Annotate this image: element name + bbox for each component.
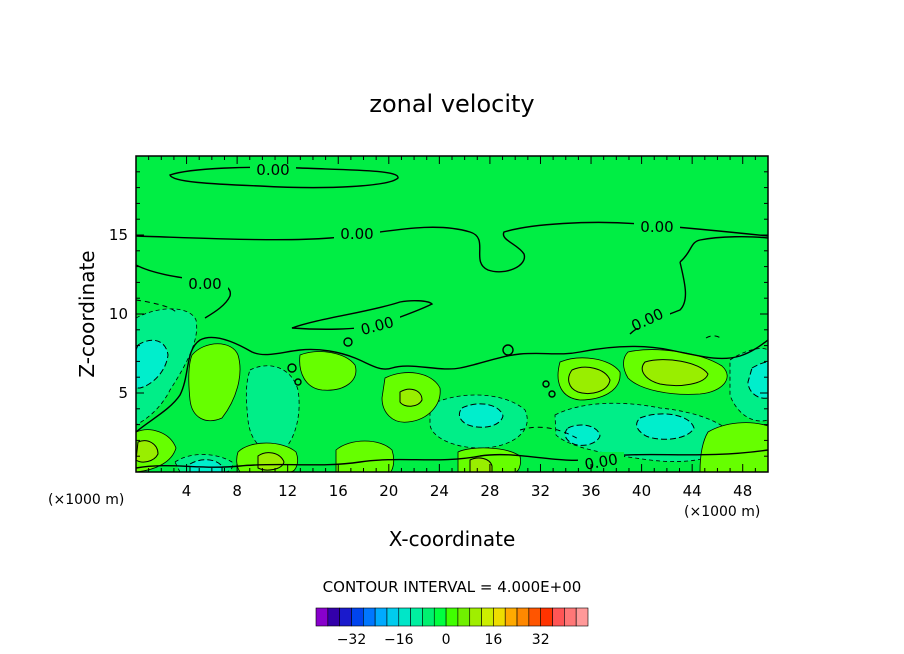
x-tick-label: 48 [733, 482, 752, 500]
core-pos-6 [469, 457, 493, 472]
colorbar-tick-label: 16 [484, 632, 502, 648]
colorbar-swatch [339, 607, 352, 627]
x-tick-label: 12 [278, 482, 297, 500]
colorbar-swatch [363, 607, 376, 627]
colorbar-swatch [327, 607, 340, 627]
core-neg-bottom [189, 459, 223, 472]
contour-islet-3 [502, 344, 514, 356]
x-tick-label: 40 [632, 482, 651, 500]
x-tick-label: 20 [379, 482, 398, 500]
core-neg-left [136, 339, 169, 389]
colorbar-tick-label: 32 [532, 632, 550, 648]
core-neg-right [636, 413, 695, 440]
colorbar-tick-label: −16 [384, 632, 414, 648]
region-pos-1 [188, 343, 241, 422]
neg-contour-1 [136, 299, 177, 313]
x-tick-label: 28 [480, 482, 499, 500]
contour-islet-4 [542, 380, 550, 388]
x-tick-label: 24 [430, 482, 449, 500]
y-axis: 5 10 15 [109, 171, 768, 457]
x-tick-label: 44 [683, 482, 702, 500]
colorbar-swatch [469, 607, 482, 627]
y-tick-label: 5 [118, 384, 128, 402]
x-axis-label: X-coordinate [389, 527, 516, 551]
plot-area: 0.00 0.00 0.00 0.00 0.00 0.00 0.00 [136, 156, 768, 474]
y-tick-label: 15 [109, 226, 128, 244]
x-axis: 4 8 12 16 20 24 28 32 36 40 44 48 [148, 156, 756, 500]
contour-wave [136, 336, 768, 433]
colorbar-swatch [445, 607, 459, 627]
colorbar-swatch [504, 607, 518, 627]
colorbar-tick-label: 0 [442, 632, 451, 648]
colorbar-swatch [315, 607, 329, 627]
core-pos-1 [568, 366, 611, 394]
colorbar-swatch [481, 607, 494, 627]
core-pos-2 [641, 359, 709, 387]
y-tick-label: 10 [109, 305, 128, 323]
core-neg-mid [458, 403, 504, 428]
colorbar-swatch [493, 607, 506, 627]
colorbar-swatch [457, 607, 471, 627]
contour-top [169, 166, 399, 189]
colorbar-swatch [540, 607, 553, 627]
contour-interval-text: CONTOUR INTERVAL = 4.000E+00 [323, 578, 582, 596]
contour-islet-5 [548, 390, 556, 398]
core-pos-5 [136, 440, 159, 463]
neg-contour-3 [705, 335, 723, 341]
contour-label-1: 0.00 [256, 161, 289, 179]
contour-bottom [136, 449, 768, 469]
colorbar-swatch [528, 607, 541, 627]
colorbar-swatch [386, 607, 400, 627]
contour-filament [291, 299, 434, 330]
x-unit-label-left: (×1000 m) [48, 492, 124, 508]
core-pos-3 [399, 388, 423, 407]
negative-cores [136, 339, 768, 472]
colorbar-swatch [410, 607, 423, 627]
colorbar-ticks: −32 −16 0 16 32 [337, 632, 550, 648]
contour-labels: 0.00 0.00 0.00 0.00 0.00 0.00 0.00 [182, 160, 680, 474]
colorbar-swatch [575, 607, 589, 627]
colorbar-swatch [433, 607, 447, 627]
colorbar-swatch [422, 607, 435, 627]
contour-islet-6 [343, 337, 353, 347]
contour-label-2: 0.00 [340, 225, 373, 243]
contour-islet-2 [294, 378, 302, 386]
colorbar-swatch [374, 607, 388, 627]
core-neg-far-right [747, 361, 768, 399]
colorbar-tick-label: −32 [337, 632, 367, 648]
x-tick-label: 16 [329, 482, 348, 500]
region-pos-bottom-4 [699, 422, 768, 472]
x-tick-label: 36 [581, 482, 600, 500]
chart-title: zonal velocity [369, 90, 534, 118]
region-pos-bottom-2 [335, 440, 395, 472]
contour-label-3: 0.00 [640, 218, 673, 236]
contour-label-4: 0.00 [188, 275, 221, 293]
region-pos-2 [299, 351, 357, 391]
x-tick-label: 32 [531, 482, 550, 500]
colorbar-swatch [398, 607, 411, 627]
x-tick-label: 4 [182, 482, 192, 500]
colorbar-swatch [552, 607, 565, 627]
contour-label-7: 0.00 [583, 450, 619, 474]
colorbar-swatch [516, 607, 530, 627]
positive-cores [136, 359, 709, 472]
colorbar-swatch [351, 607, 364, 627]
core-pos-4 [257, 452, 285, 471]
core-neg-low [564, 424, 601, 446]
neg-contour-2 [519, 426, 581, 441]
negative-contours [136, 299, 723, 441]
x-unit-label-right: (×1000 m) [684, 504, 760, 520]
x-tick-label: 8 [232, 482, 242, 500]
contour-islet-1 [287, 363, 297, 373]
region-neg-center [245, 365, 300, 453]
colorbar [315, 607, 589, 627]
colorbar-swatch [564, 607, 577, 627]
y-axis-label: Z-coordinate [75, 250, 99, 377]
